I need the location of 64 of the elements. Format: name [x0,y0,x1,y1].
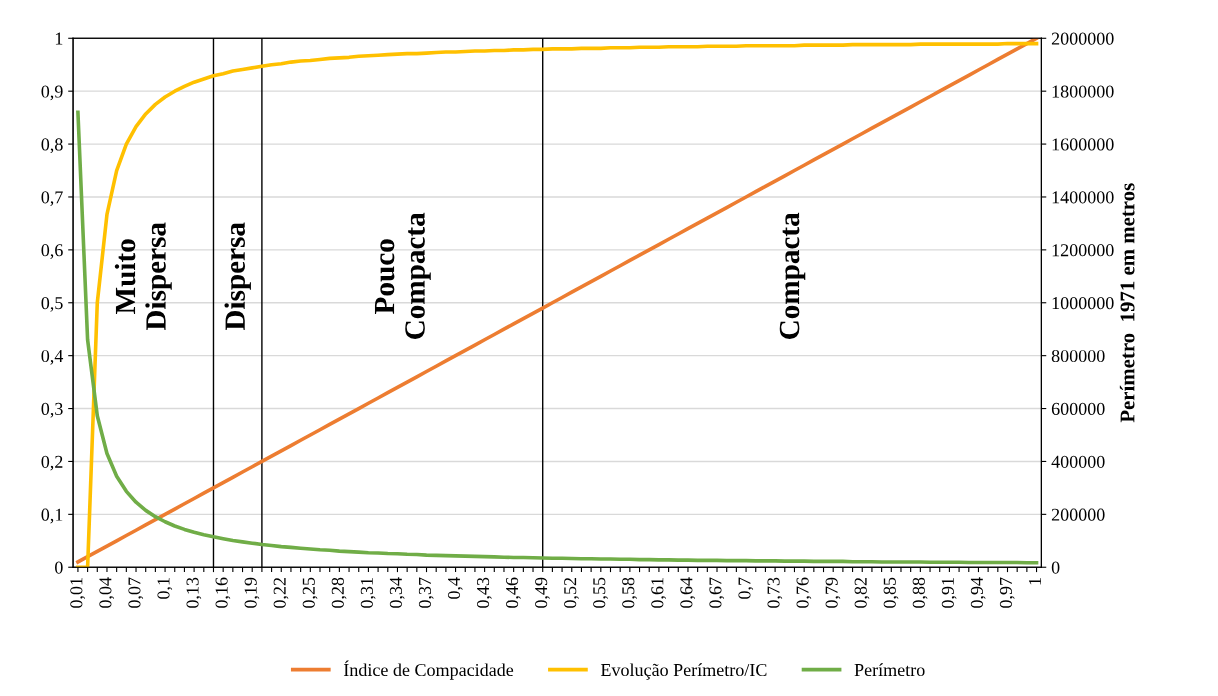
annotation: Pouco Compacta [374,212,431,339]
annotation: Compacta [779,212,806,339]
y-tick-label: 0,2 [41,455,63,471]
x-tick-label: 0,64 [680,577,696,608]
y-tick-label: 0,3 [41,402,63,418]
x-tick-label: 0,04 [99,577,115,608]
y-tick-label: 0,6 [41,244,63,259]
x-tick-label: 0,55 [593,577,608,608]
x-tick-label: 0,85 [883,577,899,608]
x-tick-label: 0,22 [273,577,289,608]
x-tick-label: 0,19 [244,577,260,608]
x-tick-label: 0,46 [506,577,521,608]
x-tick-label: 0,16 [215,577,231,608]
x-tick-label: 0,07 [128,577,144,608]
legend-label: Perímetro [854,663,925,677]
x-tick-label: 0,34 [389,577,405,608]
y2-tick-label: 0 [1051,561,1060,574]
annotation: Dispersa [224,222,251,331]
x-tick-label: 0,67 [709,577,725,608]
y2-tick-label: 200000 [1051,508,1105,521]
x-tick-label: 0,97 [999,577,1015,608]
x-tick-label: 0,13 [186,577,202,608]
x-tick-label: 0,52 [564,577,579,608]
x-tick-label: 0,91 [941,578,957,608]
x-tick-label: 0,61 [651,578,667,608]
x-tick-label: 0,49 [535,577,550,608]
x-tick-label: 0,76 [796,577,812,608]
x-tick-label: 0,94 [970,577,986,608]
x-tick-label: 0,58 [622,577,637,608]
x-tick-label: 0,73 [767,577,783,608]
y-tick-label: 0,8 [41,138,63,154]
x-tick-label: 0,1 [157,578,173,599]
y-tick-label: 1 [55,32,63,45]
y2-tick-label: 1000000 [1052,297,1114,310]
y-tick-label: 0,1 [41,508,63,524]
y-tick-label: 0,7 [41,191,63,207]
x-tick-label: 0,37 [418,577,434,608]
x-tick-label: 1 [1028,578,1041,585]
x-tick-label: 0,79 [825,577,841,608]
y2-axis-title: Perímetro 1971 em metros [1119,183,1135,423]
y2-tick-label: 1400000 [1052,191,1114,204]
y-tick-label: 0,9 [41,85,63,101]
x-tick-label: 0,28 [331,577,347,608]
y2-tick-label: 800000 [1051,349,1105,363]
x-tick-label: 0,82 [854,577,870,608]
x-tick-label: 0,01 [70,578,86,608]
x-tick-label: 0,7 [738,577,754,599]
x-tick-label: 0,31 [360,578,376,608]
y2-tick-label: 2000000 [1051,32,1114,45]
y2-tick-label: 1800000 [1052,85,1114,98]
x-tick-label: 0,88 [912,577,928,608]
x-tick-label: 0,43 [476,577,492,608]
legend-label: Evolução Perímetro/IC [600,663,767,680]
y-tick-label: 0,5 [41,297,63,312]
y-tick-label: 0,4 [41,349,64,365]
y-tick-label: 0 [55,561,63,574]
y2-tick-label: 1200000 [1052,244,1114,257]
y2-tick-label: 600000 [1051,402,1105,415]
y2-tick-label: 400000 [1051,455,1105,468]
y2-tick-label: 1600000 [1052,138,1114,151]
annotation: Muito Dispersa [114,222,172,331]
x-tick-label: 0,25 [302,577,318,608]
x-tick-label: 0,4 [447,577,463,599]
legend-label: Índice de Compacidade [343,660,514,680]
